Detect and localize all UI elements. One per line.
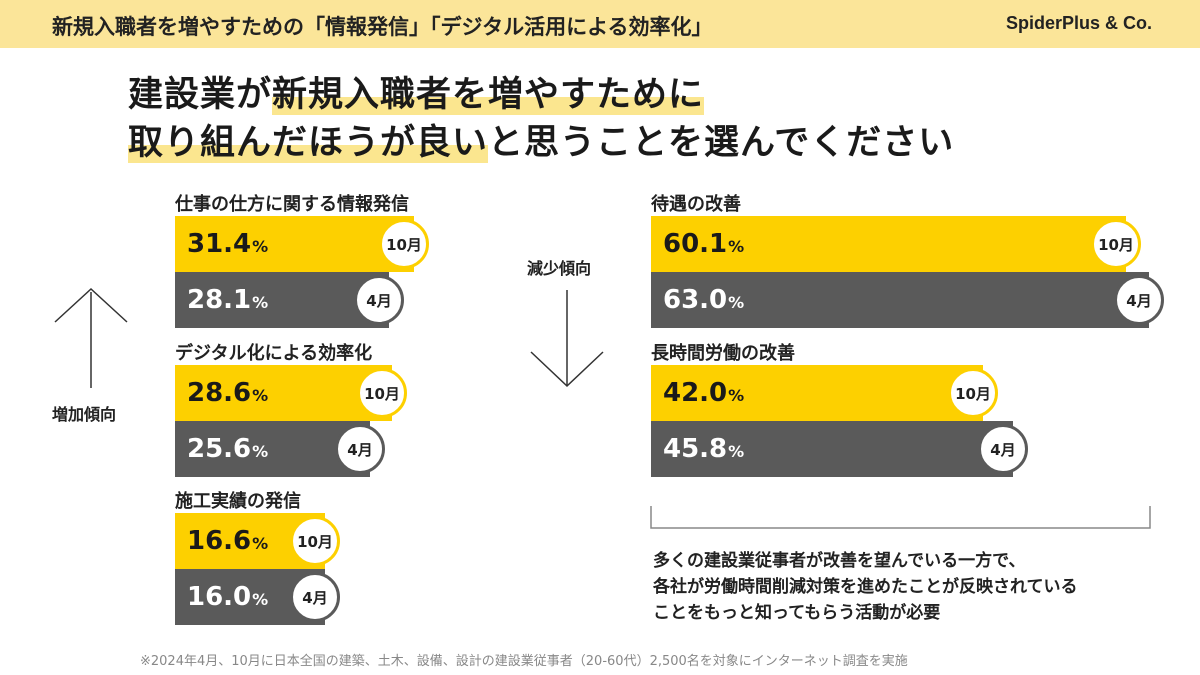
summary-note: 多くの建設業従事者が改善を望んでいる一方で、 各社が労働時間削減対策を進めたこと… (653, 548, 1078, 626)
series-badge: 10月 (1091, 219, 1141, 269)
trend-label-increase: 増加傾向 (52, 405, 117, 424)
series-badge: 10月 (379, 219, 429, 269)
bar-value-label: 25.6% (187, 434, 269, 464)
up-arrow-icon (54, 287, 128, 388)
brand-logo: SpiderPlus & Co. (1005, 13, 1152, 33)
bar-value-label: 16.0% (187, 582, 269, 612)
bar-oct: 60.1% 10月 (651, 216, 1141, 272)
note-line: 各社が労働時間削減対策を進めたことが反映されている (653, 577, 1078, 597)
bar-apr: 28.1% 4月 (175, 272, 404, 328)
series-badge: 4月 (335, 424, 385, 474)
series-badge: 10月 (290, 516, 340, 566)
headline-line-1: 建設業が新規入職者を増やすために (128, 66, 705, 117)
bar-value-label: 45.8% (663, 434, 745, 464)
down-arrow-icon (530, 290, 604, 388)
note-line: ことをもっと知ってもらう活動が必要 (653, 603, 941, 623)
series-badge: 4月 (354, 275, 404, 325)
category-label: デジタル化による効率化 (175, 343, 373, 364)
bar-oct: 28.6% 10月 (175, 365, 407, 421)
footnote: ※2024年4月、10月に日本全国の建築、土木、設備、設計の建設業従事者（20-… (140, 654, 908, 669)
category-label: 仕事の仕方に関する情報発信 (175, 194, 409, 215)
bar-value-label: 31.4% (187, 229, 269, 259)
bar-apr: 25.6% 4月 (175, 421, 385, 477)
series-badge: 4月 (978, 424, 1028, 474)
bar-value-label: 60.1% (663, 229, 745, 259)
bar-oct: 42.0% 10月 (651, 365, 998, 421)
bar-value-label: 28.6% (187, 378, 269, 408)
bar-oct: 16.6% 10月 (175, 513, 340, 569)
trend-label-decrease: 減少傾向 (527, 259, 592, 278)
category-label: 待遇の改善 (651, 194, 741, 215)
series-badge: 4月 (1114, 275, 1164, 325)
bar-apr: 45.8% 4月 (651, 421, 1028, 477)
category-label: 施工実績の発信 (175, 491, 301, 512)
header-title: 新規入職者を増やすための「情報発信」「デジタル活用による効率化」 (52, 15, 713, 39)
headline-line-2: 取り組んだほうが良いと思うことを選んでください (128, 114, 954, 165)
bar-value-label: 42.0% (663, 378, 745, 408)
category-label: 長時間労働の改善 (651, 343, 795, 364)
series-badge: 10月 (948, 368, 998, 418)
note-line: 多くの建設業従事者が改善を望んでいる一方で、 (653, 551, 1026, 571)
series-badge: 4月 (290, 572, 340, 622)
bar-apr: 16.0% 4月 (175, 569, 340, 625)
headline-highlight: 取り組んだほうが良い (128, 123, 489, 163)
headline-highlight: 新規入職者を増やすために (272, 75, 705, 115)
headline-text: 建設業が (128, 75, 273, 115)
header-bar: 新規入職者を増やすための「情報発信」「デジタル活用による効率化」 SpiderP… (0, 0, 1200, 48)
series-badge: 10月 (357, 368, 407, 418)
headline-text: と思うことを選んでください (488, 123, 955, 163)
bar-value-label: 63.0% (663, 285, 745, 315)
bar-oct: 31.4% 10月 (175, 216, 429, 272)
bar-value-label: 28.1% (187, 285, 269, 315)
bar-value-label: 16.6% (187, 526, 269, 556)
bracket-line (650, 506, 1151, 529)
bar-apr: 63.0% 4月 (651, 272, 1164, 328)
